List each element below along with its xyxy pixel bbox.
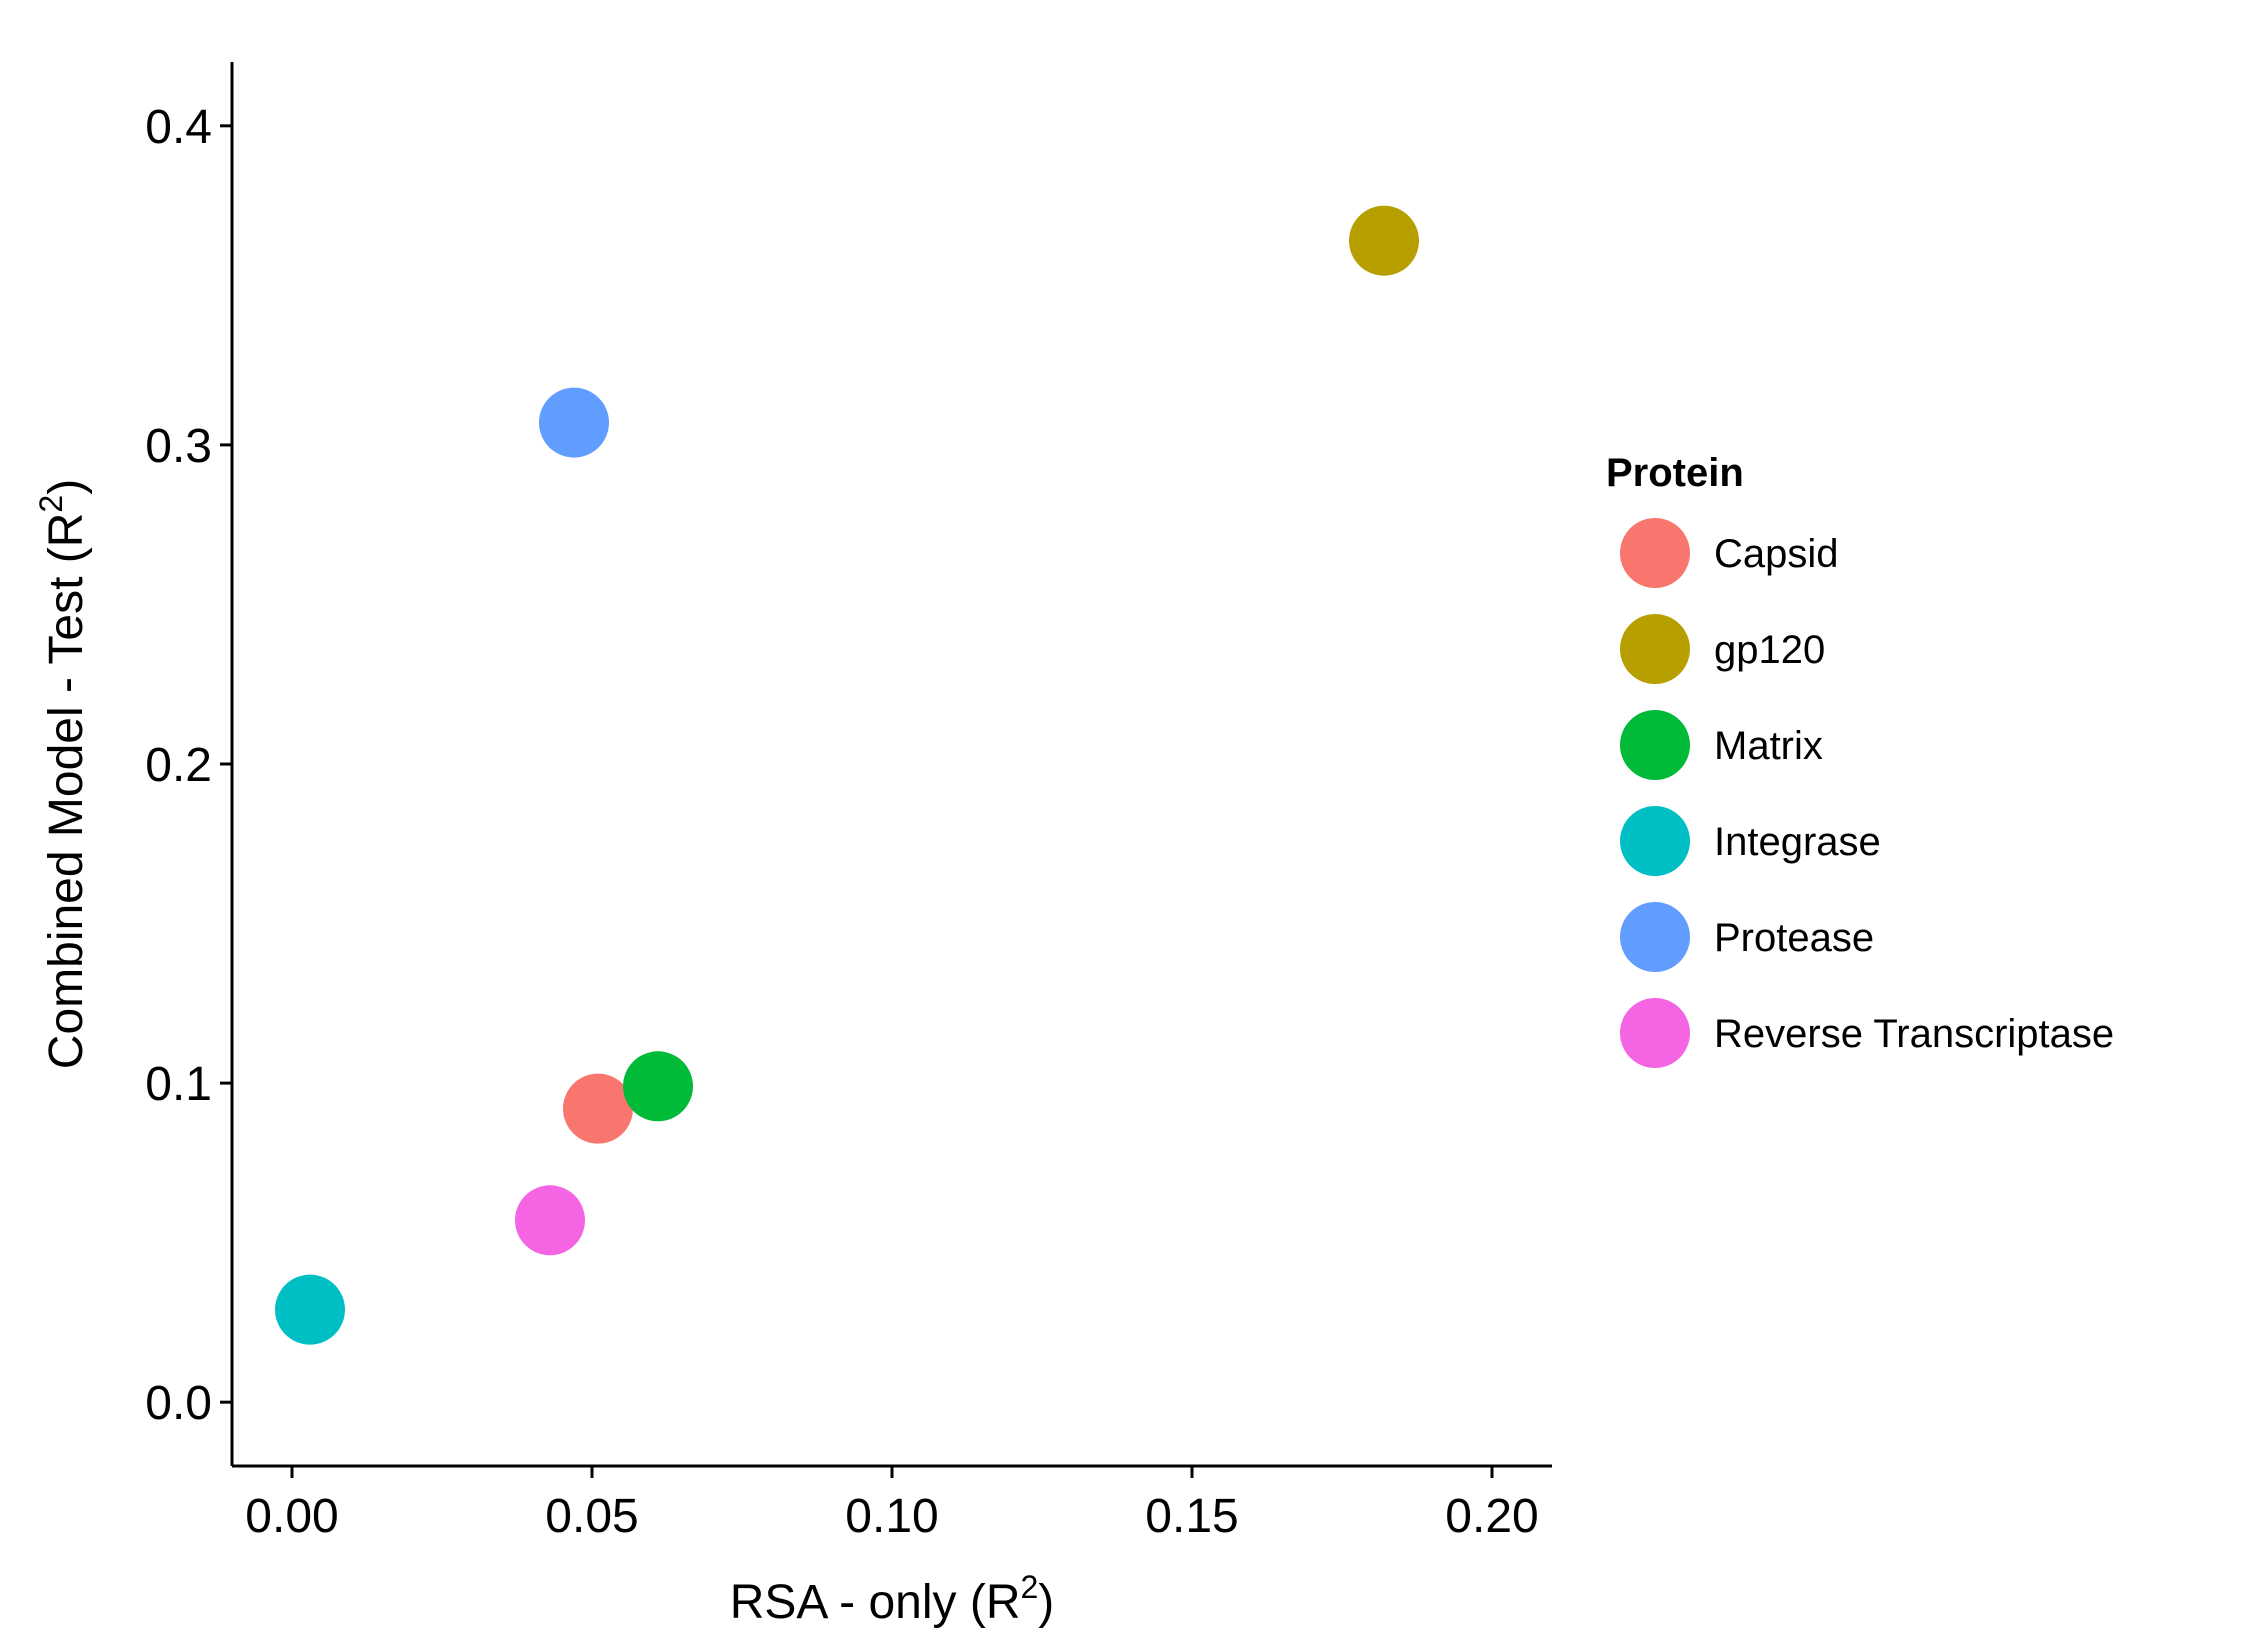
- y-axis-title: Combined Model - Test (R2): [33, 479, 93, 1069]
- x-axis-title: RSA - only (R2): [730, 1569, 1055, 1629]
- x-tick-label: 0.20: [1445, 1490, 1538, 1543]
- legend-item-capsid: Capsid: [1620, 518, 1839, 588]
- y-tick-label: 0.0: [145, 1377, 212, 1430]
- legend-title: Protein: [1606, 451, 1744, 495]
- x-tick-label: 0.10: [845, 1490, 938, 1543]
- legend-items: Capsid gp120 Matrix Integrase Protease Revers…: [1620, 518, 2114, 1068]
- legend-item-gp120: gp120: [1620, 614, 1825, 684]
- y-axis-title-end: ): [40, 479, 93, 495]
- legend-item-protease: Protease: [1620, 902, 1874, 972]
- y-tick-label: 0.1: [145, 1058, 212, 1111]
- legend-key-matrix: [1620, 710, 1690, 780]
- legend-item-integrase: Integrase: [1620, 806, 1881, 876]
- points-layer: [275, 205, 1419, 1345]
- legend: Protein Capsid gp120 Matrix Integrase Protea…: [1606, 451, 2114, 1068]
- x-axis-title-main: RSA - only (R: [730, 1576, 1021, 1629]
- legend-label-matrix: Matrix: [1714, 724, 1823, 768]
- y-axis-title-main: Combined Model - Test (R: [40, 513, 93, 1070]
- legend-key-integrase: [1620, 806, 1690, 876]
- legend-item-matrix: Matrix: [1620, 710, 1823, 780]
- point-integrase: [275, 1274, 345, 1345]
- legend-label-integrase: Integrase: [1714, 820, 1881, 864]
- legend-label-capsid: Capsid: [1714, 532, 1839, 576]
- point-gp120: [1349, 205, 1419, 276]
- y-axis-ticks: 0.0 0.1 0.2 0.3 0.4: [145, 101, 232, 1430]
- y-tick-label: 0.4: [145, 101, 212, 154]
- x-tick-label: 0.15: [1145, 1490, 1238, 1543]
- x-axis-ticks: 0.00 0.05 0.10 0.15 0.20: [245, 1466, 1539, 1543]
- x-axis-title-end: ): [1038, 1576, 1054, 1629]
- x-tick-label: 0.05: [545, 1490, 638, 1543]
- legend-label-protease: Protease: [1714, 916, 1874, 960]
- y-tick-label: 0.3: [145, 420, 212, 473]
- legend-key-gp120: [1620, 614, 1690, 684]
- legend-key-capsid: [1620, 518, 1690, 588]
- legend-item-reverse-transcriptase: Reverse Transcriptase: [1620, 998, 2114, 1068]
- point-reverse-transcriptase: [515, 1185, 585, 1256]
- point-capsid: [563, 1073, 633, 1144]
- legend-key-reverse-transcriptase: [1620, 998, 1690, 1068]
- point-protease: [539, 387, 609, 458]
- legend-label-reverse-transcriptase: Reverse Transcriptase: [1714, 1012, 2114, 1056]
- y-axis-title-superscript: 2: [33, 495, 69, 513]
- legend-key-protease: [1620, 902, 1690, 972]
- y-tick-label: 0.2: [145, 739, 212, 792]
- x-axis-title-superscript: 2: [1020, 1569, 1038, 1605]
- point-matrix: [623, 1051, 693, 1122]
- x-tick-label: 0.00: [245, 1490, 338, 1543]
- legend-label-gp120: gp120: [1714, 628, 1825, 672]
